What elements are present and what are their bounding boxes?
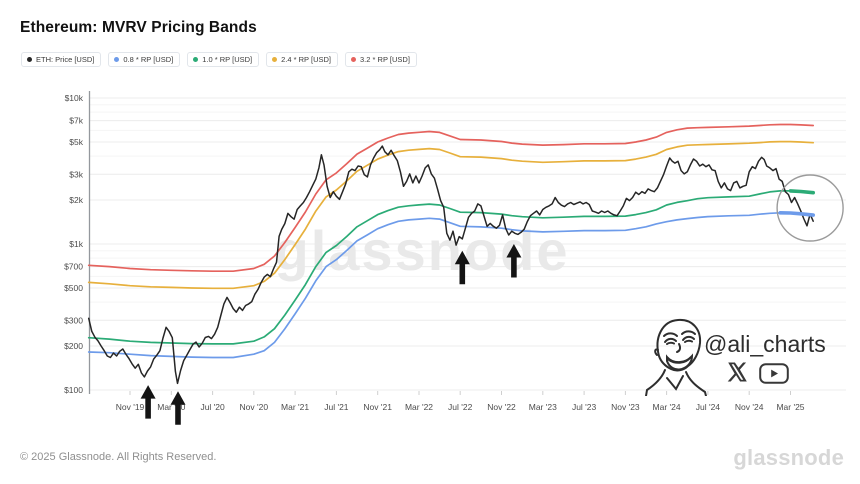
legend-item-1.0-rp-usd-[interactable]: 1.0 * RP [USD] (187, 52, 260, 67)
legend-label: 0.8 * RP [USD] (123, 55, 174, 64)
legend-label: ETH: Price [USD] (36, 55, 95, 64)
legend-dot (272, 57, 278, 62)
x-tick-label: Jul '21 (324, 402, 349, 412)
chart-title: Ethereum: MVRV Pricing Bands (20, 19, 257, 36)
x-tick-label: Nov '22 (487, 402, 516, 412)
series-line-eth-price-usd- (87, 145, 814, 385)
x-tick-label: Nov '19 (116, 402, 145, 412)
legend-dot (114, 57, 120, 62)
x-tick-label: Nov '20 (240, 402, 269, 412)
series-line-3.2-rp-usd- (87, 123, 815, 273)
y-tick-label: $200 (64, 341, 83, 351)
x-tick-label: Jul '23 (572, 402, 597, 412)
legend-label: 1.0 * RP [USD] (202, 55, 253, 64)
annotation-arrow-up (170, 391, 186, 425)
annotation-arrow-up (140, 385, 156, 419)
y-tick-label: $300 (64, 315, 83, 325)
legend-label: 2.4 * RP [USD] (281, 55, 332, 64)
y-tick-label: $5k (69, 137, 83, 147)
x-tick-label: Jul '24 (696, 402, 721, 412)
series-line-2.4-rp-usd- (87, 140, 815, 290)
annotation-arrow-up (454, 250, 470, 285)
x-tick-label: Mar '25 (776, 402, 804, 412)
x-tick-label: Mar '20 (157, 402, 185, 412)
attribution-handle: @ali_charts (704, 331, 826, 357)
y-tick-label: $10k (65, 93, 84, 103)
series-highlight-0.8-rp-usd- (778, 211, 816, 217)
legend: ETH: Price [USD] 0.8 * RP [USD] 1.0 * RP [… (21, 52, 417, 67)
legend-dot (193, 57, 199, 62)
legend-item-2.4-rp-usd-[interactable]: 2.4 * RP [USD] (266, 52, 339, 67)
ali-face-sketch-icon (645, 318, 707, 396)
series-highlight-1.0-rp-usd- (788, 189, 816, 195)
legend-item-eth-price-usd-[interactable]: ETH: Price [USD] (21, 52, 102, 67)
annotation-arrow-up (506, 244, 522, 278)
legend-label: 3.2 * RP [USD] (360, 55, 410, 64)
y-tick-label: $100 (64, 385, 83, 395)
x-tick-label: Nov '23 (611, 402, 640, 412)
x-tick-label: Mar '22 (405, 402, 433, 412)
legend-item-0.8-rp-usd-[interactable]: 0.8 * RP [USD] (108, 52, 181, 67)
youtube-icon (759, 363, 789, 384)
legend-item-3.2-rp-usd-[interactable]: 3.2 * RP [USD] (345, 52, 417, 67)
x-tick-label: Mar '24 (653, 402, 681, 412)
y-tick-label: $7k (69, 116, 83, 126)
copyright-text: © 2025 Glassnode. All Rights Reserved. (20, 451, 217, 463)
series-line-1.0-rp-usd- (87, 190, 815, 345)
legend-dot (351, 57, 357, 62)
x-tick-label: Mar '21 (281, 402, 309, 412)
annotation-circle (776, 174, 844, 242)
x-tick-label: Jul '20 (200, 402, 225, 412)
y-tick-label: $3k (69, 169, 83, 179)
x-logo-icon (727, 362, 747, 382)
y-tick-label: $1k (69, 239, 83, 249)
glassnode-wordmark: glassnode (733, 445, 844, 470)
x-tick-label: Jul '22 (448, 402, 473, 412)
legend-dot (27, 57, 32, 62)
x-tick-label: Mar '23 (529, 402, 557, 412)
y-tick-label: $2k (69, 195, 83, 205)
y-tick-label: $700 (64, 262, 83, 272)
y-tick-label: $500 (64, 283, 83, 293)
x-tick-label: Nov '21 (363, 402, 392, 412)
x-tick-label: Nov '24 (735, 402, 764, 412)
